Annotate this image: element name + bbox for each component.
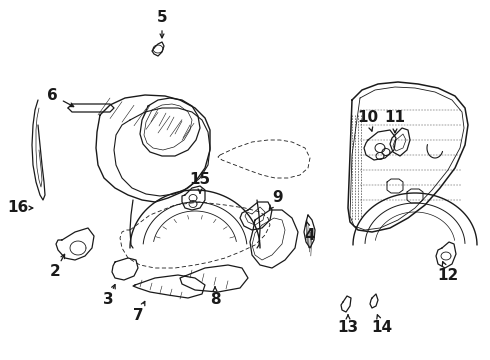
Text: 9: 9 xyxy=(273,190,283,206)
Text: 3: 3 xyxy=(103,292,113,307)
Text: 2: 2 xyxy=(49,265,60,279)
Text: 7: 7 xyxy=(133,307,143,323)
Text: 13: 13 xyxy=(338,320,359,336)
Text: 8: 8 xyxy=(210,292,220,307)
Text: 14: 14 xyxy=(371,320,392,336)
Text: 10: 10 xyxy=(357,111,379,126)
Text: 16: 16 xyxy=(7,201,28,216)
Text: 6: 6 xyxy=(47,87,57,103)
Text: 5: 5 xyxy=(157,10,167,26)
Text: 15: 15 xyxy=(190,172,211,188)
Text: 4: 4 xyxy=(305,228,315,243)
Text: 12: 12 xyxy=(438,267,459,283)
Text: 11: 11 xyxy=(385,111,406,126)
